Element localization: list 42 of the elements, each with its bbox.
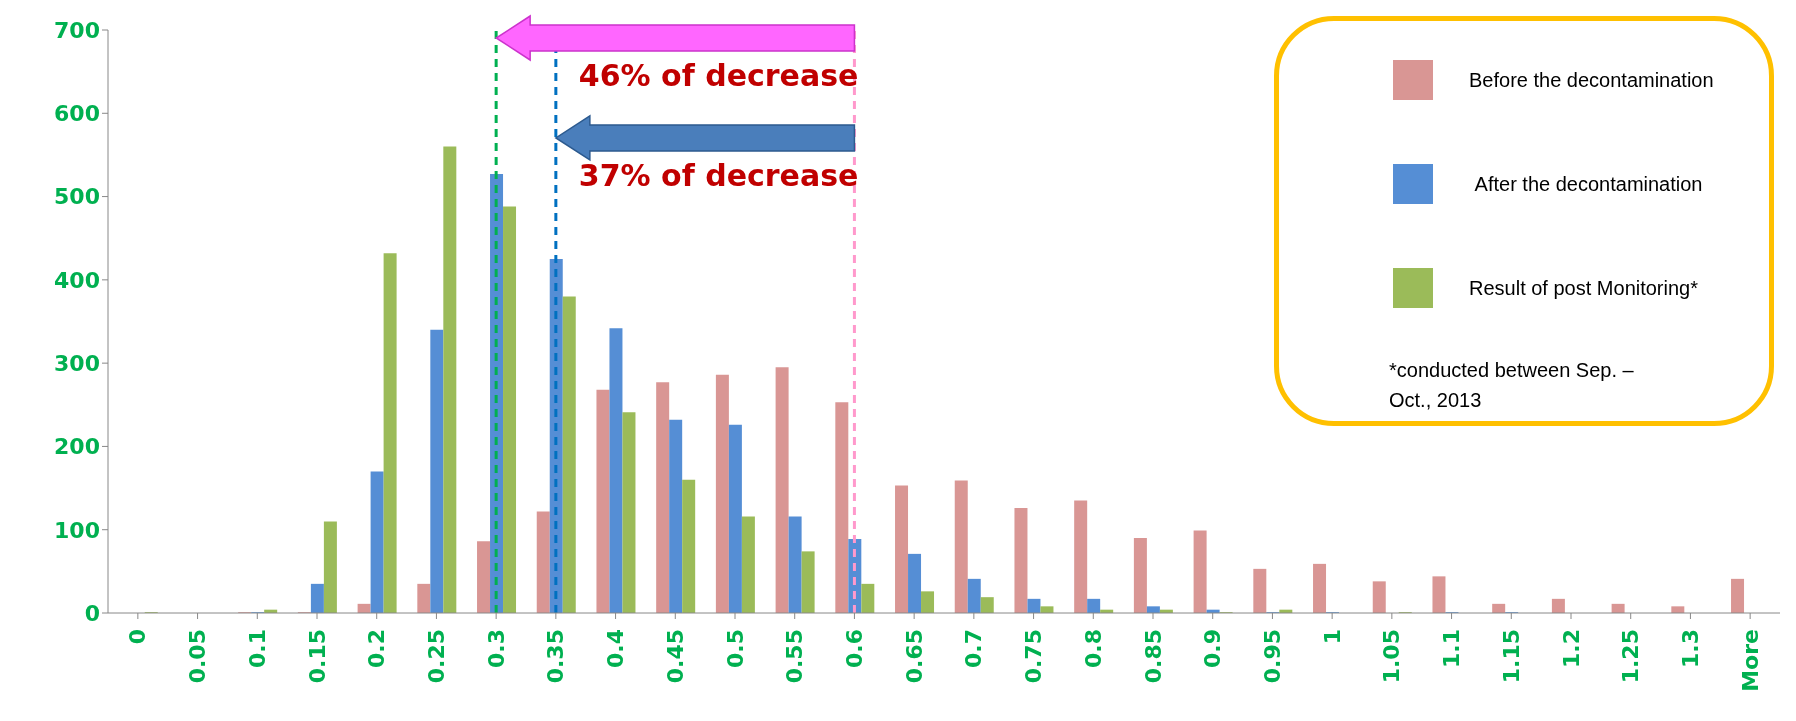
x-tick-label: 0.95 <box>1259 629 1285 684</box>
x-tick-label: 0.05 <box>185 629 211 684</box>
x-tick-label: 0.8 <box>1080 629 1106 668</box>
y-tick-label: 100 <box>54 517 100 543</box>
x-tick-label: 1.3 <box>1677 629 1703 668</box>
x-tick-label: 1.25 <box>1618 629 1644 684</box>
x-tick-label: 0 <box>125 629 151 645</box>
legend-label: Before the decontamination <box>1469 68 1715 93</box>
x-tick-label: 0.25 <box>423 629 449 684</box>
x-tick-label: 0.5 <box>722 629 748 668</box>
x-tick-label: 0.4 <box>603 629 629 668</box>
x-tick-label: 1.1 <box>1439 629 1465 668</box>
y-tick-label: 600 <box>54 101 100 127</box>
y-tick-label: 700 <box>54 17 100 43</box>
annotation: 37% of decrease <box>578 157 859 193</box>
x-tick-label: 0.15 <box>304 629 330 684</box>
x-tick-label: 0.35 <box>543 629 569 684</box>
x-tick-label: 1.2 <box>1558 629 1584 668</box>
y-tick-label: 200 <box>54 434 100 460</box>
x-tick-label: 1.15 <box>1498 629 1524 684</box>
x-tick-label: 0.75 <box>1021 629 1047 684</box>
x-tick-label: 0.65 <box>901 629 927 684</box>
x-tick-label: 0.45 <box>662 629 688 684</box>
x-tick-label: 0.9 <box>1200 629 1226 668</box>
x-tick-label: 0.85 <box>1140 629 1166 684</box>
y-tick-label: 0 <box>84 600 100 626</box>
annotation: 46% of decrease <box>578 58 859 93</box>
x-tick-label: 0.7 <box>961 629 987 668</box>
y-tick-label: 500 <box>54 184 100 210</box>
x-tick-label: 0.6 <box>841 629 867 668</box>
x-tick-label: 1.05 <box>1379 629 1405 684</box>
y-tick-label: 300 <box>54 350 100 376</box>
annotation: *conducted between Sep. – Oct., 2013 <box>1389 358 1635 413</box>
legend-label: After the decontamination <box>1473 172 1704 197</box>
x-tick-label: 1 <box>1319 629 1345 645</box>
x-tick-label: 0.55 <box>782 629 808 684</box>
x-tick-label: 0.1 <box>244 629 270 668</box>
x-tick-label: 0.2 <box>364 629 390 668</box>
y-tick-label: 400 <box>54 267 100 293</box>
x-tick-label: 0.3 <box>483 629 509 668</box>
legend-label: Result of post Monitoring* <box>1469 276 1699 301</box>
x-tick-label: More <box>1737 629 1763 692</box>
